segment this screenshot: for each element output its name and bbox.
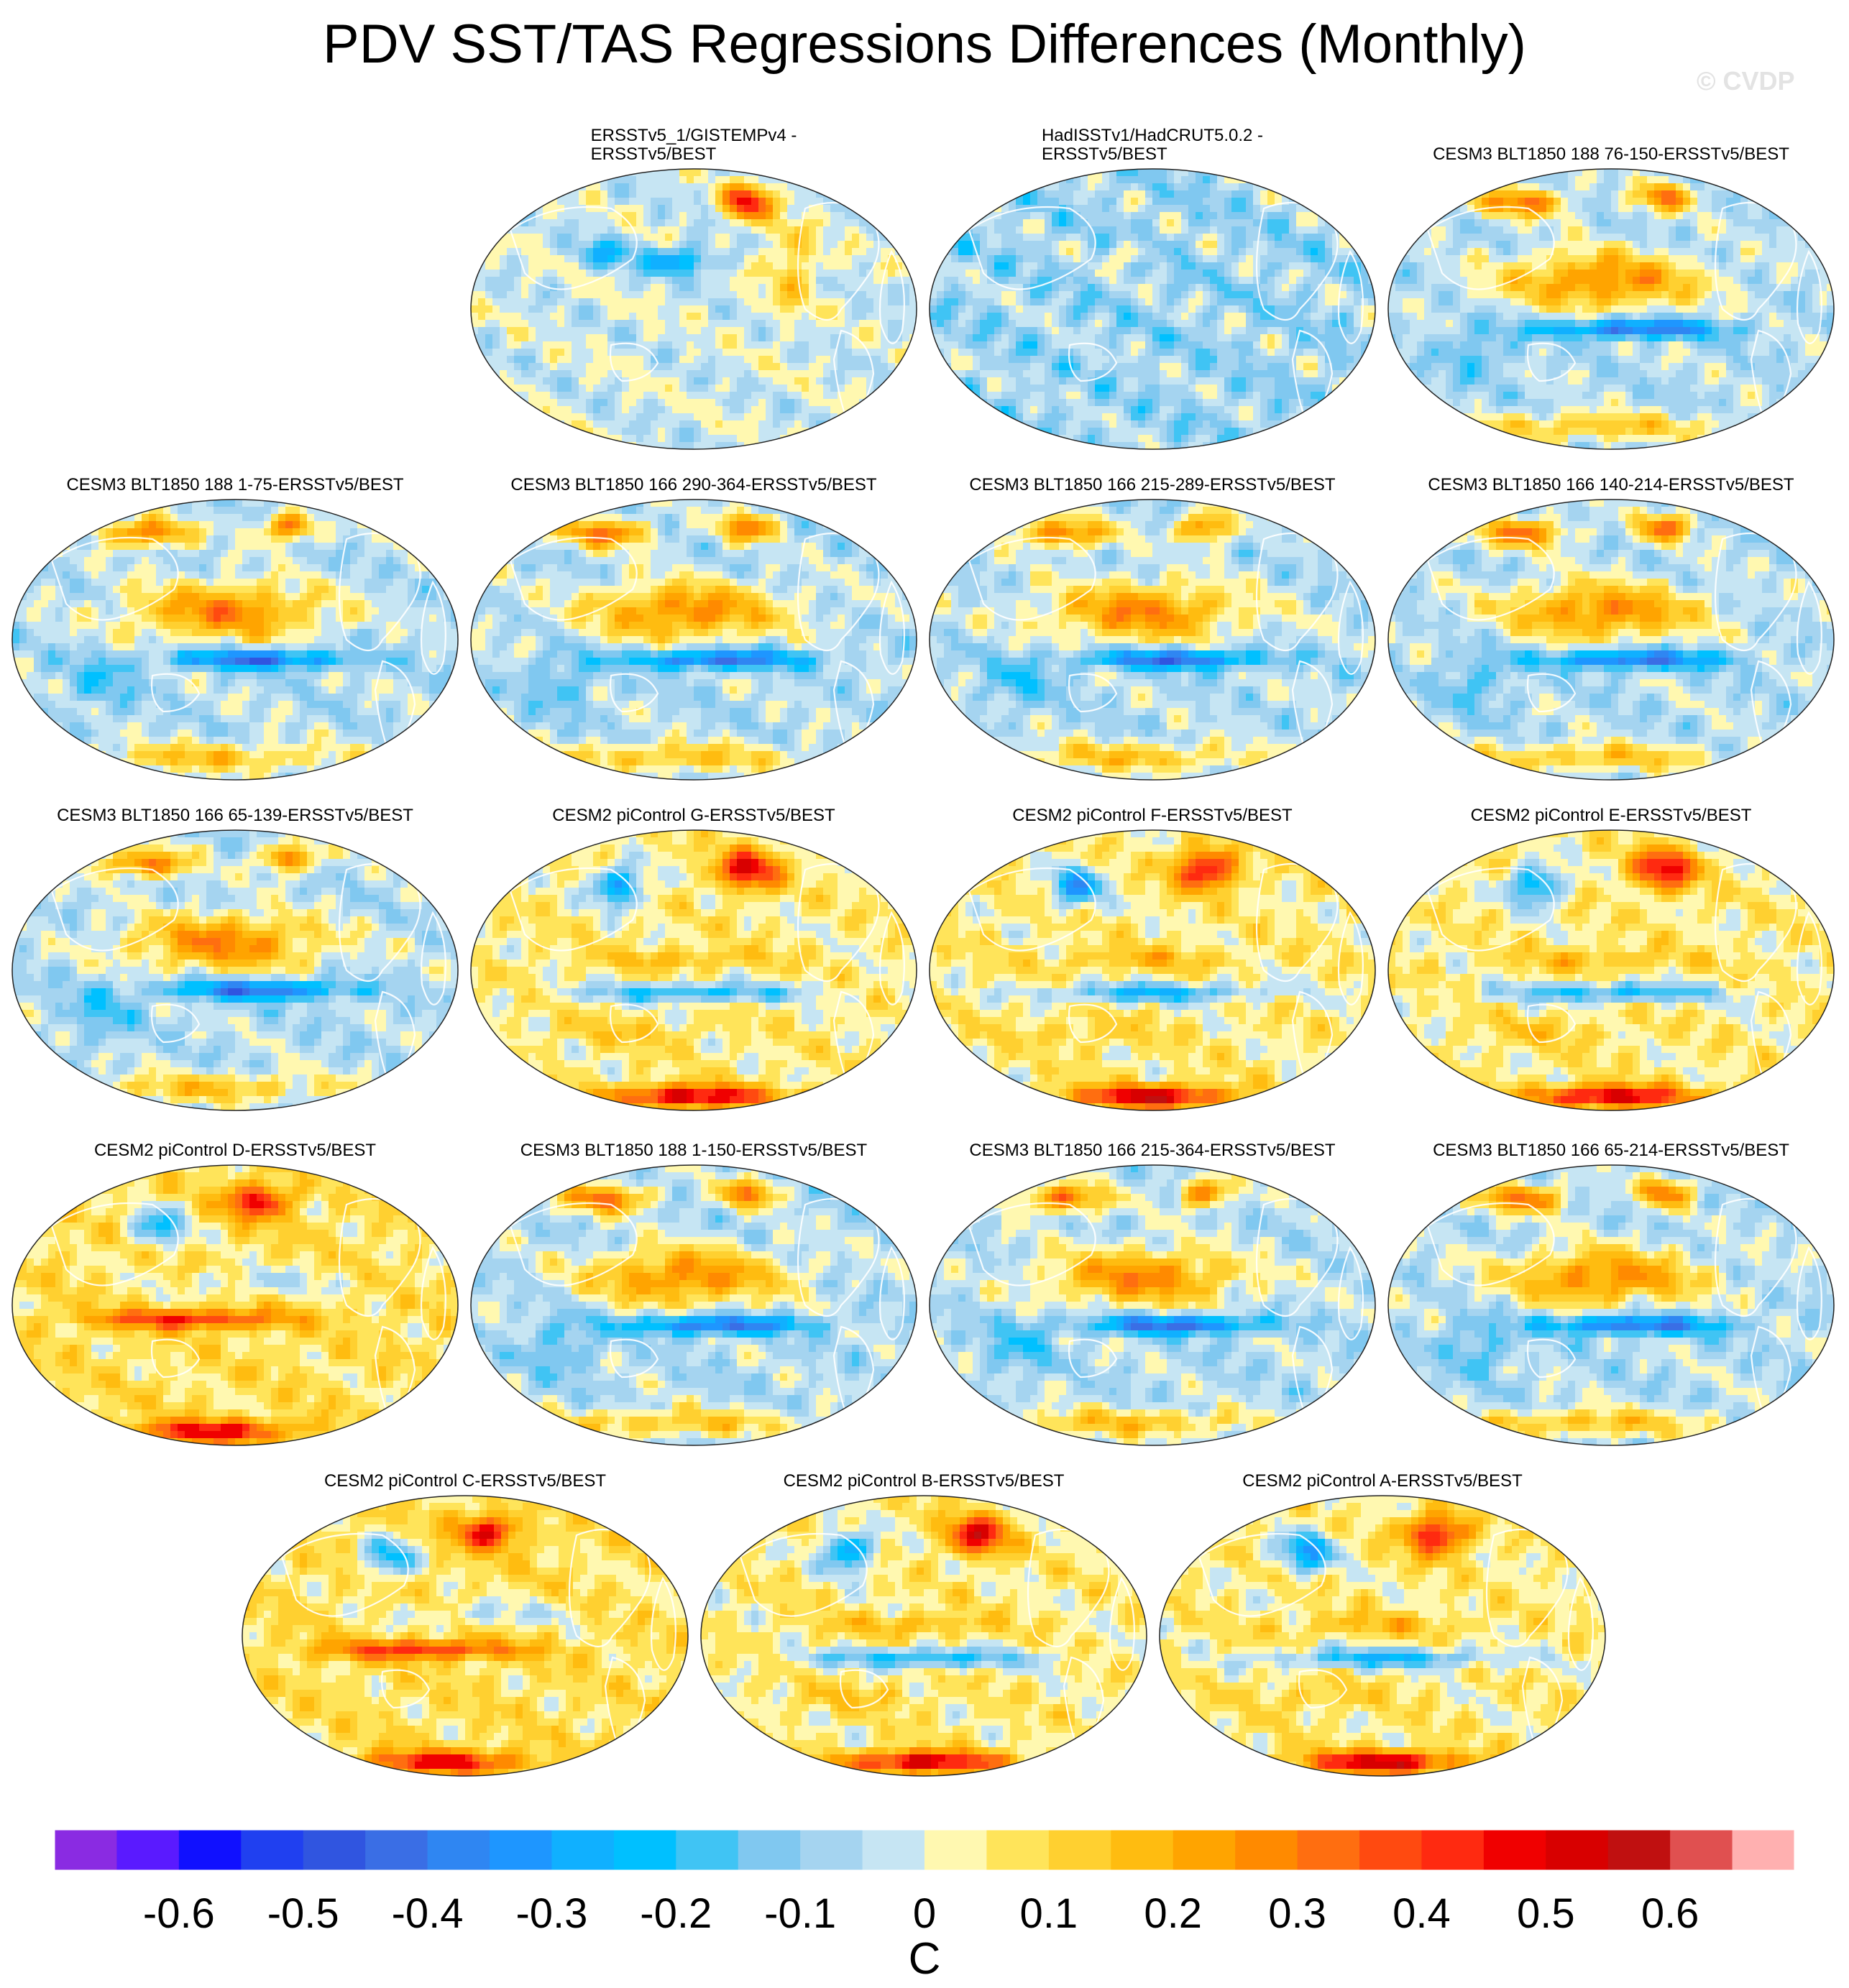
panel-title: CESM3 BLT1850 166 140-214-ERSSTv5/BEST — [1385, 453, 1837, 494]
panel-cesm3-166-215-364: CESM3 BLT1850 166 215-364-ERSSTv5/BEST — [926, 1118, 1379, 1449]
colorbar: -0.6 -0.5 -0.4 -0.3 -0.2 -0.1 0 0.1 0.2 0.3 0.4 0.5… — [55, 1830, 1794, 1933]
panel-title: CESM3 BLT1850 188 1-150-ERSSTv5/BEST — [467, 1118, 920, 1160]
panel-cesm3-166-215-289: CESM3 BLT1850 166 215-289-ERSSTv5/BEST — [926, 453, 1379, 783]
map-p15 — [1387, 1164, 1835, 1446]
panel-cesm3-166-65-214: CESM3 BLT1850 166 65-214-ERSSTv5/BEST — [1385, 1118, 1837, 1449]
panel-title: CESM2 piControl C-ERSSTv5/BEST — [239, 1449, 692, 1491]
colorbar-swatch — [924, 1830, 987, 1870]
panel-title: CESM2 piControl B-ERSSTv5/BEST — [697, 1449, 1150, 1491]
colorbar-tick-label: -0.4 — [392, 1890, 464, 1933]
map-p7 — [1387, 499, 1835, 781]
colorbar-tick-label: -0.1 — [764, 1890, 836, 1933]
map-p14 — [929, 1164, 1376, 1446]
colorbar-tick-label: 0.4 — [1393, 1890, 1451, 1933]
colorbar-swatch — [862, 1830, 925, 1870]
map-p3 — [1387, 168, 1835, 450]
panel-cesm2-picontrol-g: CESM2 piControl G-ERSSTv5/BEST — [467, 783, 920, 1114]
colorbar-tick-label: -0.2 — [640, 1890, 712, 1933]
colorbar-swatch — [551, 1830, 615, 1870]
colorbar-swatch — [241, 1830, 304, 1870]
panel-title: CESM2 piControl F-ERSSTv5/BEST — [926, 783, 1379, 825]
chart-title: PDV SST/TAS Regressions Differences (Mon… — [0, 13, 1849, 75]
map-p5 — [470, 499, 917, 781]
colorbar-swatch — [1546, 1830, 1609, 1870]
colorbar-swatch — [1421, 1830, 1485, 1870]
colorbar-tick-label: 0.6 — [1641, 1890, 1699, 1933]
colorbar-swatch — [365, 1830, 428, 1870]
map-p11 — [1387, 829, 1835, 1111]
colorbar-swatch — [55, 1830, 117, 1870]
cvdp-watermark: © CVDP — [1697, 66, 1795, 96]
panel-cesm3-166-290-364: CESM3 BLT1850 166 290-364-ERSSTv5/BEST — [467, 453, 920, 783]
panel-cesm2-picontrol-a: CESM2 piControl A-ERSSTv5/BEST — [1156, 1449, 1609, 1780]
panel-title: CESM2 piControl E-ERSSTv5/BEST — [1385, 783, 1837, 825]
colorbar-tick-label: -0.5 — [267, 1890, 339, 1933]
colorbar-tick-label: 0.1 — [1020, 1890, 1078, 1933]
panel-cesm3-166-140-214: CESM3 BLT1850 166 140-214-ERSSTv5/BEST — [1385, 453, 1837, 783]
colorbar-swatch — [490, 1830, 552, 1870]
map-p1 — [470, 168, 917, 450]
panel-title: ERSSTv5_1/GISTEMPv4 - ERSSTv5/BEST — [467, 122, 920, 164]
colorbar-tick-label: 0.2 — [1144, 1890, 1202, 1933]
panel-cesm2-picontrol-e: CESM2 piControl E-ERSSTv5/BEST — [1385, 783, 1837, 1114]
colorbar-tick-label: -0.3 — [515, 1890, 587, 1933]
map-p12 — [12, 1164, 459, 1446]
colorbar-tick-label: 0 — [913, 1890, 936, 1933]
colorbar-swatch — [1297, 1830, 1360, 1870]
map-p4 — [12, 499, 459, 781]
panel-title: CESM3 BLT1850 166 65-139-ERSSTv5/BEST — [9, 783, 462, 825]
panel-title: CESM3 BLT1850 188 76-150-ERSSTv5/BEST — [1385, 122, 1837, 164]
colorbar-swatch — [676, 1830, 739, 1870]
map-p6 — [929, 499, 1376, 781]
panel-title: CESM3 BLT1850 166 290-364-ERSSTv5/BEST — [467, 453, 920, 494]
map-p13 — [470, 1164, 917, 1446]
panel-title: CESM3 BLT1850 166 215-364-ERSSTv5/BEST — [926, 1118, 1379, 1160]
panel-title: CESM2 piControl D-ERSSTv5/BEST — [9, 1118, 462, 1160]
panel-title: CESM3 BLT1850 188 1-75-ERSSTv5/BEST — [9, 453, 462, 494]
panel-cesm3-188-1-150: CESM3 BLT1850 188 1-150-ERSSTv5/BEST — [467, 1118, 920, 1449]
colorbar-swatch — [303, 1830, 366, 1870]
panel-cesm2-picontrol-f: CESM2 piControl F-ERSSTv5/BEST — [926, 783, 1379, 1114]
colorbar-swatch — [613, 1830, 676, 1870]
colorbar-tick-label: 0.5 — [1517, 1890, 1575, 1933]
colorbar-swatch — [1607, 1830, 1671, 1870]
map-p2 — [929, 168, 1376, 450]
colorbar-swatch — [1483, 1830, 1546, 1870]
panel-hadisst-hadcrut: HadISSTv1/HadCRUT5.0.2 - ERSSTv5/BEST — [926, 122, 1379, 453]
colorbar-swatch — [178, 1830, 242, 1870]
panel-title: CESM3 BLT1850 166 215-289-ERSSTv5/BEST — [926, 453, 1379, 494]
colorbar-swatch — [1359, 1830, 1422, 1870]
colorbar-swatch — [1670, 1830, 1733, 1870]
panel-cesm3-188-76-150: CESM3 BLT1850 188 76-150-ERSSTv5/BEST — [1385, 122, 1837, 453]
map-p18 — [1159, 1495, 1606, 1777]
panel-title: CESM3 BLT1850 166 65-214-ERSSTv5/BEST — [1385, 1118, 1837, 1160]
panel-title: HadISSTv1/HadCRUT5.0.2 - ERSSTv5/BEST — [926, 122, 1379, 164]
panel-cesm3-188-1-75: CESM3 BLT1850 188 1-75-ERSSTv5/BEST — [9, 453, 462, 783]
panel-title: CESM2 piControl G-ERSSTv5/BEST — [467, 783, 920, 825]
map-p8 — [12, 829, 459, 1111]
colorbar-swatch — [1732, 1830, 1794, 1870]
colorbar-swatch — [800, 1830, 863, 1870]
panel-cesm2-picontrol-d: CESM2 piControl D-ERSSTv5/BEST — [9, 1118, 462, 1449]
colorbar-units: C — [0, 1933, 1849, 1984]
map-p10 — [929, 829, 1376, 1111]
panel-title: CESM2 piControl A-ERSSTv5/BEST — [1156, 1449, 1609, 1491]
colorbar-tick-label: 0.3 — [1268, 1890, 1326, 1933]
colorbar-tick-label: -0.6 — [143, 1890, 215, 1933]
colorbar-swatch — [116, 1830, 180, 1870]
colorbar-swatch — [1173, 1830, 1236, 1870]
map-p16 — [242, 1495, 689, 1777]
panel-ersstv5-gistemp: ERSSTv5_1/GISTEMPv4 - ERSSTv5/BEST — [467, 122, 920, 453]
panel-cesm2-picontrol-c: CESM2 piControl C-ERSSTv5/BEST — [239, 1449, 692, 1780]
panel-cesm3-166-65-139: CESM3 BLT1850 166 65-139-ERSSTv5/BEST — [9, 783, 462, 1114]
colorbar-swatch — [1048, 1830, 1111, 1870]
map-p9 — [470, 829, 917, 1111]
colorbar-swatch — [986, 1830, 1050, 1870]
colorbar-swatch — [427, 1830, 490, 1870]
colorbar-swatch — [738, 1830, 801, 1870]
colorbar-swatch — [1111, 1830, 1174, 1870]
map-p17 — [700, 1495, 1147, 1777]
panel-cesm2-picontrol-b: CESM2 piControl B-ERSSTv5/BEST — [697, 1449, 1150, 1780]
colorbar-swatch — [1235, 1830, 1298, 1870]
